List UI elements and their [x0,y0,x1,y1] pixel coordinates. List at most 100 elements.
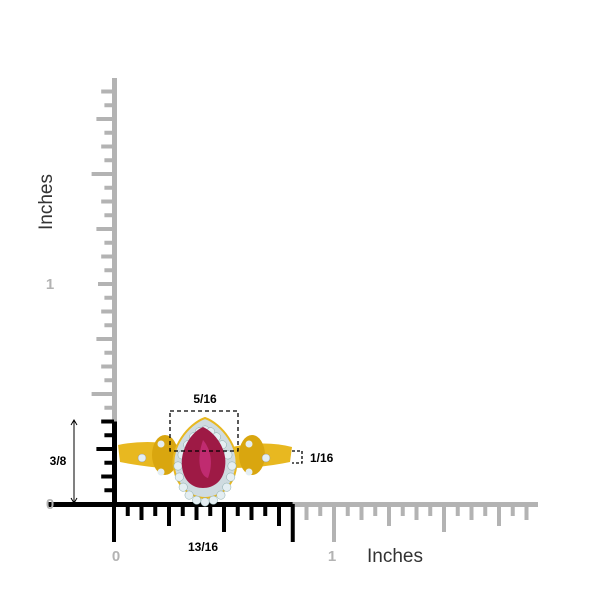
horizontal-ruler-tick [345,504,350,516]
horizontal-ruler-tick [263,504,268,516]
halo-diamond [174,472,184,482]
horizontal-ruler-tick [400,504,405,516]
halo-diamond [227,461,237,471]
horizontal-ruler-tick [222,504,226,532]
vertical-ruler-tick [104,268,114,273]
vertical-ruler-tick [104,323,114,328]
horizontal-ruler-tick [235,504,240,516]
halo-diamond [226,472,236,482]
horizontal-axis-title: Inches [367,546,423,567]
horizontal-ruler-tick [497,504,501,526]
horizontal-ruler-tick [125,504,130,516]
right-leaf-setting [239,435,265,475]
horizontal-ruler-tick [180,504,185,516]
vertical-ruler-tick [101,144,114,149]
width-label: 13/16 [188,540,218,554]
vertical-ruler-tick [104,103,114,108]
vertical-zero-label: 0 [46,496,54,513]
horizontal-ruler-tick [428,504,433,516]
horizontal-ruler-tick [153,504,158,516]
vertical-ruler-tick [91,392,114,396]
vertical-ruler-tick [104,488,114,493]
vertical-ruler-tick [96,447,114,451]
vertical-ruler-tick [96,337,114,341]
vertical-ruler-tick [101,254,114,259]
band-width-bracket [292,450,303,464]
horizontal-ruler-tick [167,504,171,526]
horizontal-one-label: 1 [328,548,336,565]
halo-diamond [173,461,183,471]
ruby-highlight [199,440,211,478]
horizontal-ruler-tick [524,504,529,520]
stone-width-bracket [169,410,239,452]
side-diamond [137,453,147,463]
vertical-ruler-tick [101,364,114,369]
vertical-ruler-tick [104,378,114,383]
horizontal-ruler [48,502,538,542]
horizontal-ruler-tick [455,504,460,516]
vertical-ruler-tick [104,350,114,355]
horizontal-ruler-tick [112,504,116,542]
halo-diamond [184,490,194,500]
horizontal-ruler-tick [414,504,419,520]
vertical-ruler-tick [101,419,114,424]
side-diamond [261,453,271,463]
vertical-ruler-tick [104,158,114,163]
horizontal-ruler-tick [469,504,474,520]
vertical-ruler-tick [104,185,114,190]
halo-diamond [222,482,232,492]
halo-diamond [200,497,210,507]
vertical-ruler-bar-measured [112,421,117,504]
vertical-ruler-tick [101,474,114,479]
vertical-ruler-tick [104,405,114,410]
vertical-ruler-bar [112,78,117,422]
horizontal-ruler-tick [442,504,446,532]
vertical-ruler-tick [104,130,114,135]
vertical-ruler-tick [104,433,114,438]
horizontal-ruler-tick [208,504,213,516]
horizontal-ruler-tick [318,504,323,516]
halo-diamond [208,495,218,505]
height-arrow-heads [70,419,78,504]
horizontal-ruler-tick [194,504,199,520]
height-label: 3/8 [50,454,67,468]
horizontal-ruler-tick [139,504,144,520]
vertical-ruler-tick [91,172,114,176]
horizontal-zero-label: 0 [112,548,120,565]
halo-diamond [178,482,188,492]
vertical-ruler-tick [101,309,114,314]
vertical-ruler-tick [96,117,114,121]
vertical-ruler-tick [104,460,114,465]
stone-width-label: 5/16 [193,392,217,406]
vertical-ruler-tick [101,89,114,94]
side-diamond [157,468,165,476]
horizontal-ruler-tick [387,504,391,526]
horizontal-ruler-tick [304,504,309,520]
vertical-ruler [91,78,117,504]
vertical-ruler-tick [104,240,114,245]
horizontal-ruler-tick [249,504,254,520]
horizontal-ruler-tick [277,504,281,526]
vertical-axis-title: Inches [36,174,57,230]
vertical-ruler-tick [96,227,114,231]
vertical-ruler-tick [104,295,114,300]
side-diamond [157,440,165,448]
band-width-label: 1/16 [310,451,334,465]
halo-diamond [216,490,226,500]
vertical-ruler-tick [98,282,114,286]
vertical-one-label: 1 [46,276,54,293]
dimension-markers: 5/16 1/16 3/8 13/16 [50,392,334,554]
halo-diamond [192,495,202,505]
ring-image [118,416,292,507]
side-diamond [245,440,253,448]
horizontal-ruler-tick [510,504,515,516]
horizontal-ruler-tick [373,504,378,516]
horizontal-ruler-tick [332,504,336,542]
horizontal-ruler-tick [483,504,488,516]
vertical-ruler-tick [101,199,114,204]
side-diamond [245,468,253,476]
horizontal-ruler-tick [359,504,364,520]
vertical-ruler-tick [104,213,114,218]
horizontal-ruler-tick [290,504,295,542]
